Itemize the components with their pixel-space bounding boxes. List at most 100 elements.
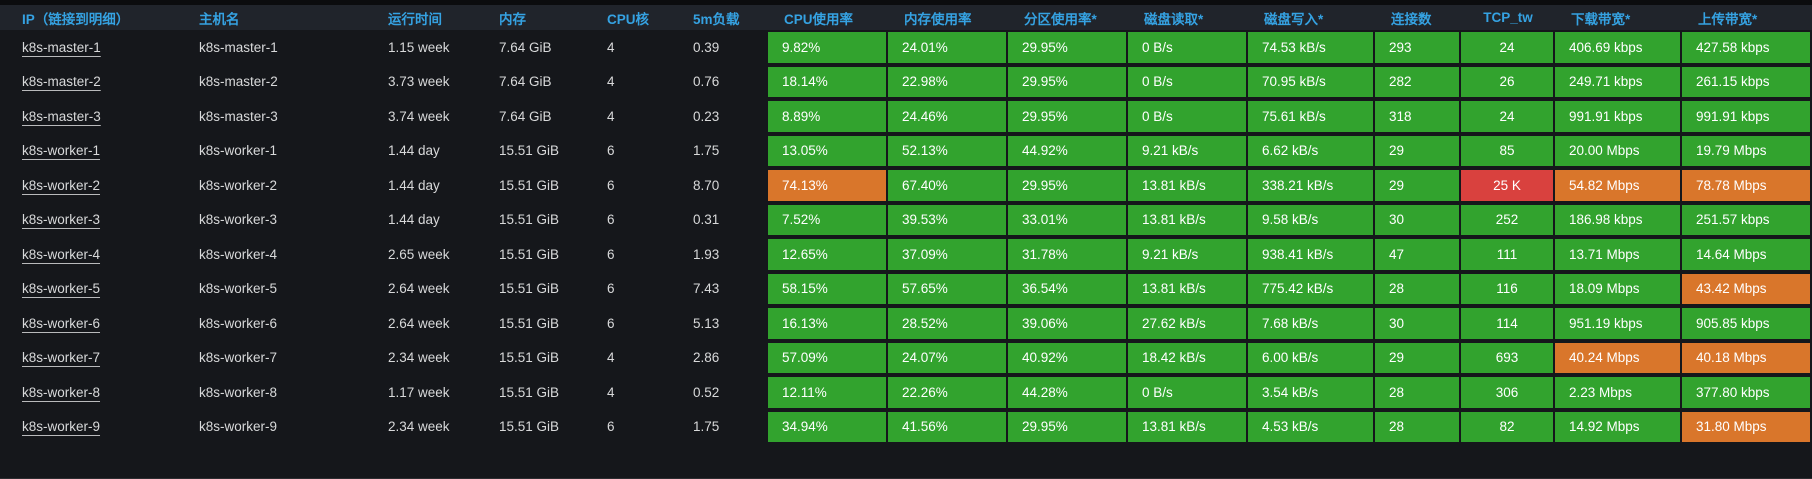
column-header-load_5m[interactable]: 5m负载 (693, 11, 740, 27)
cell-disk_write: 338.21 kB/s (1248, 168, 1375, 203)
cell-upload_bw: 377.80 kbps (1682, 375, 1812, 410)
cell-ip: k8s-worker-2 (0, 168, 190, 203)
metric-value-tcp_tw: 114 (1461, 308, 1553, 339)
column-header-memory[interactable]: 内存 (499, 11, 526, 27)
cell-disk_read: 18.42 kB/s (1128, 341, 1248, 376)
cell-load_5m: 8.70 (693, 177, 720, 193)
metric-value-upload_bw: 19.79 Mbps (1682, 135, 1810, 166)
cell-load_5m: 7.43 (693, 281, 720, 297)
host-detail-link[interactable]: k8s-worker-9 (22, 419, 101, 435)
cell-mem_usage: 22.98% (888, 65, 1008, 100)
cell-hostname: k8s-worker-8 (199, 384, 278, 400)
cell-load_5m: 0.23 (693, 108, 720, 124)
cell-disk_read: 0 B/s (1128, 375, 1248, 410)
cell-memory: 15.51 GiB (499, 246, 560, 262)
cell-memory: 7.64 GiB (499, 74, 552, 90)
cell-ip: k8s-master-3 (0, 99, 190, 134)
column-header-disk_read[interactable]: 磁盘读取* (1144, 11, 1204, 27)
metric-value-mem_usage: 22.26% (888, 377, 1006, 408)
host-detail-link[interactable]: k8s-worker-1 (22, 143, 101, 159)
host-detail-link[interactable]: k8s-worker-3 (22, 212, 101, 228)
cell-tcp_tw: 82 (1461, 410, 1555, 445)
cell-partition_usage: 33.01% (1008, 203, 1128, 238)
metric-value-tcp_tw: 24 (1461, 32, 1553, 63)
column-header-upload_bw[interactable]: 上传带宽* (1698, 11, 1758, 27)
cell-mem_usage: 57.65% (888, 272, 1008, 307)
host-detail-link[interactable]: k8s-worker-6 (22, 315, 101, 331)
cell-disk_write: 7.68 kB/s (1248, 306, 1375, 341)
host-detail-link[interactable]: k8s-worker-4 (22, 246, 101, 262)
column-header-mem_usage[interactable]: 内存使用率 (904, 11, 972, 27)
column-header-hostname[interactable]: 主机名 (199, 11, 240, 27)
host-detail-link[interactable]: k8s-master-2 (22, 74, 101, 90)
metric-value-disk_read: 13.81 kB/s (1128, 170, 1246, 201)
metric-value-download_bw: 54.82 Mbps (1555, 170, 1680, 201)
cell-memory: 15.51 GiB (499, 315, 560, 331)
cell-download_bw: 14.92 Mbps (1555, 410, 1682, 445)
column-header-cpu_usage[interactable]: CPU使用率 (784, 11, 854, 27)
cell-mem_usage: 24.01% (888, 30, 1008, 65)
cell-upload_bw: 905.85 kbps (1682, 306, 1812, 341)
cell-download_bw: 249.71 kbps (1555, 65, 1682, 100)
metric-value-cpu_usage: 8.89% (768, 101, 886, 132)
cell-connections: 318 (1375, 99, 1461, 134)
host-detail-link[interactable]: k8s-master-3 (22, 108, 101, 124)
cell-cpu_cores: 4 (607, 108, 615, 124)
cell-cpu_cores: 6 (607, 281, 615, 297)
cell-uptime: 1.44 day (388, 177, 440, 193)
column-header-connections[interactable]: 连接数 (1391, 11, 1432, 27)
cell-disk_read: 9.21 kB/s (1128, 134, 1248, 169)
cell-download_bw: 951.19 kbps (1555, 306, 1682, 341)
cell-tcp_tw: 85 (1461, 134, 1555, 169)
metric-value-download_bw: 406.69 kbps (1555, 32, 1680, 63)
metric-value-upload_bw: 377.80 kbps (1682, 377, 1810, 408)
table-row: k8s-master-1 k8s-master-1 1.15 week 7.64 Gi… (0, 30, 1812, 65)
cell-cpu_cores: 6 (607, 143, 615, 159)
cell-disk_write: 6.00 kB/s (1248, 341, 1375, 376)
cell-hostname: k8s-worker-1 (199, 143, 278, 159)
column-header-partition_usage[interactable]: 分区使用率* (1024, 11, 1097, 27)
column-header-disk_write[interactable]: 磁盘写入* (1264, 11, 1324, 27)
table-row: k8s-master-3 k8s-master-3 3.74 week 7.64 Gi… (0, 99, 1812, 134)
host-detail-link[interactable]: k8s-worker-7 (22, 350, 101, 366)
cell-cpu_cores: 6 (607, 315, 615, 331)
cell-upload_bw: 43.42 Mbps (1682, 272, 1812, 307)
host-detail-link[interactable]: k8s-worker-5 (22, 281, 101, 297)
metric-value-partition_usage: 44.28% (1008, 377, 1126, 408)
cell-connections: 293 (1375, 30, 1461, 65)
metric-value-disk_read: 13.81 kB/s (1128, 204, 1246, 235)
cell-uptime: 2.34 week (388, 419, 450, 435)
cell-uptime: 1.44 day (388, 212, 440, 228)
cell-upload_bw: 31.80 Mbps (1682, 410, 1812, 445)
host-detail-link[interactable]: k8s-worker-8 (22, 384, 101, 400)
cell-cpu_cores: 6 (607, 212, 615, 228)
cell-disk_write: 775.42 kB/s (1248, 272, 1375, 307)
cell-upload_bw: 261.15 kbps (1682, 65, 1812, 100)
cell-disk_read: 0 B/s (1128, 99, 1248, 134)
metric-value-cpu_usage: 74.13% (768, 170, 886, 201)
cell-uptime: 1.44 day (388, 143, 440, 159)
host-detail-link[interactable]: k8s-worker-2 (22, 177, 101, 193)
host-detail-link[interactable]: k8s-master-1 (22, 39, 101, 55)
metric-value-tcp_tw: 24 (1461, 101, 1553, 132)
cell-mem_usage: 41.56% (888, 410, 1008, 445)
cell-tcp_tw: 24 (1461, 30, 1555, 65)
metric-value-disk_read: 0 B/s (1128, 377, 1246, 408)
metric-value-download_bw: 18.09 Mbps (1555, 273, 1680, 304)
cell-cpu_cores: 4 (607, 384, 615, 400)
column-header-ip[interactable]: IP（链接到明细） (22, 11, 130, 27)
cell-partition_usage: 29.95% (1008, 410, 1128, 445)
column-header-uptime[interactable]: 运行时间 (388, 11, 442, 27)
column-header-tcp_tw[interactable]: TCP_tw (1483, 10, 1533, 25)
column-header-download_bw[interactable]: 下载带宽* (1571, 11, 1631, 27)
cell-partition_usage: 29.95% (1008, 30, 1128, 65)
cell-cpu_usage: 8.89% (768, 99, 888, 134)
cell-memory: 15.51 GiB (499, 212, 560, 228)
metric-value-connections: 293 (1375, 32, 1459, 63)
cell-ip: k8s-worker-5 (0, 272, 190, 307)
cell-cpu_usage: 16.13% (768, 306, 888, 341)
metric-value-upload_bw: 40.18 Mbps (1682, 342, 1810, 373)
column-header-cpu_cores[interactable]: CPU核 (607, 11, 650, 27)
cell-upload_bw: 991.91 kbps (1682, 99, 1812, 134)
